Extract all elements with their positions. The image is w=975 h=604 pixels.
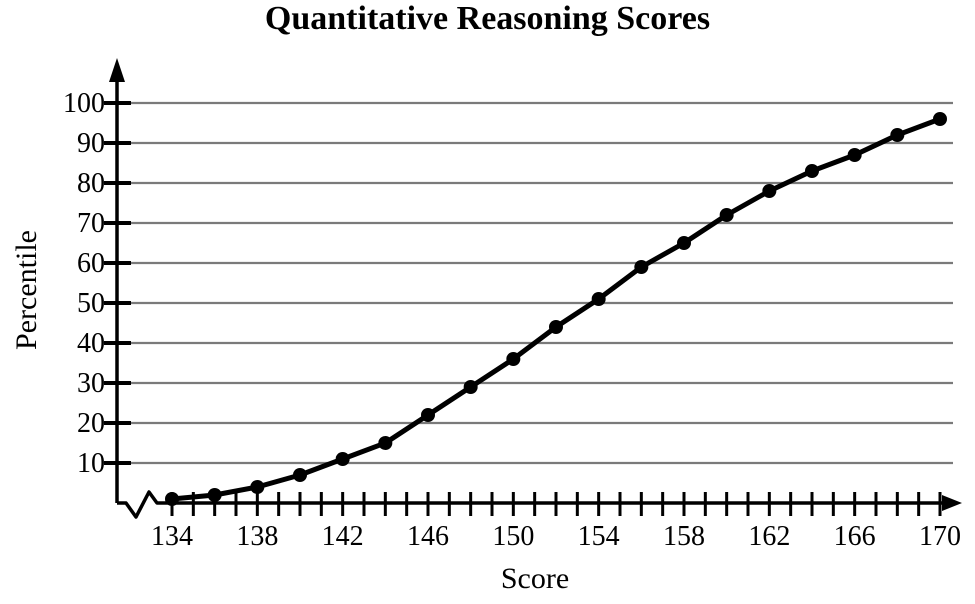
x-tick-label: 154: [578, 521, 620, 552]
data-point: [463, 380, 478, 394]
data-point: [890, 128, 905, 142]
y-tick-label: 100: [63, 88, 105, 119]
y-tick-label: 40: [77, 328, 105, 359]
data-point: [548, 320, 563, 334]
data-point: [335, 452, 350, 466]
data-point: [762, 184, 777, 198]
y-tick-label: 30: [77, 368, 105, 399]
y-tick-label: 50: [77, 288, 105, 319]
data-point: [591, 292, 606, 306]
x-tick-label: 170: [919, 521, 961, 552]
y-axis-arrowhead: [109, 58, 125, 82]
x-tick-label: 138: [236, 521, 278, 552]
x-tick-label: 142: [322, 521, 364, 552]
data-point: [634, 260, 649, 274]
data-point: [207, 488, 222, 502]
y-tick-label: 80: [77, 168, 105, 199]
data-point: [165, 492, 179, 506]
x-tick-label: 162: [748, 521, 790, 552]
chart-title: Quantitative Reasoning Scores: [264, 0, 711, 37]
x-tick-label: 146: [407, 521, 449, 552]
data-point: [676, 236, 691, 250]
x-tick-label: 150: [492, 521, 534, 552]
y-tick-label: 20: [77, 408, 105, 439]
x-axis-arrowhead: [942, 495, 962, 511]
data-point: [378, 436, 393, 450]
data-point: [250, 480, 265, 494]
y-tick-label: 70: [77, 208, 105, 239]
series-line: [169, 116, 943, 502]
x-tick-label: 134: [151, 521, 193, 552]
data-point: [847, 148, 862, 162]
y-tick-label: 10: [77, 448, 105, 479]
x-axis-line: [117, 490, 946, 519]
x-tick-label: 166: [834, 521, 876, 552]
data-point: [804, 164, 819, 178]
data-point: [420, 408, 435, 422]
data-point: [292, 468, 307, 482]
data-point: [932, 112, 947, 126]
data-point: [506, 352, 521, 366]
y-tick-label: 90: [77, 128, 105, 159]
x-tick-label: 158: [663, 521, 705, 552]
x-axis-label: Score: [500, 562, 570, 595]
y-tick-label: 60: [77, 248, 105, 279]
data-point: [719, 208, 734, 222]
